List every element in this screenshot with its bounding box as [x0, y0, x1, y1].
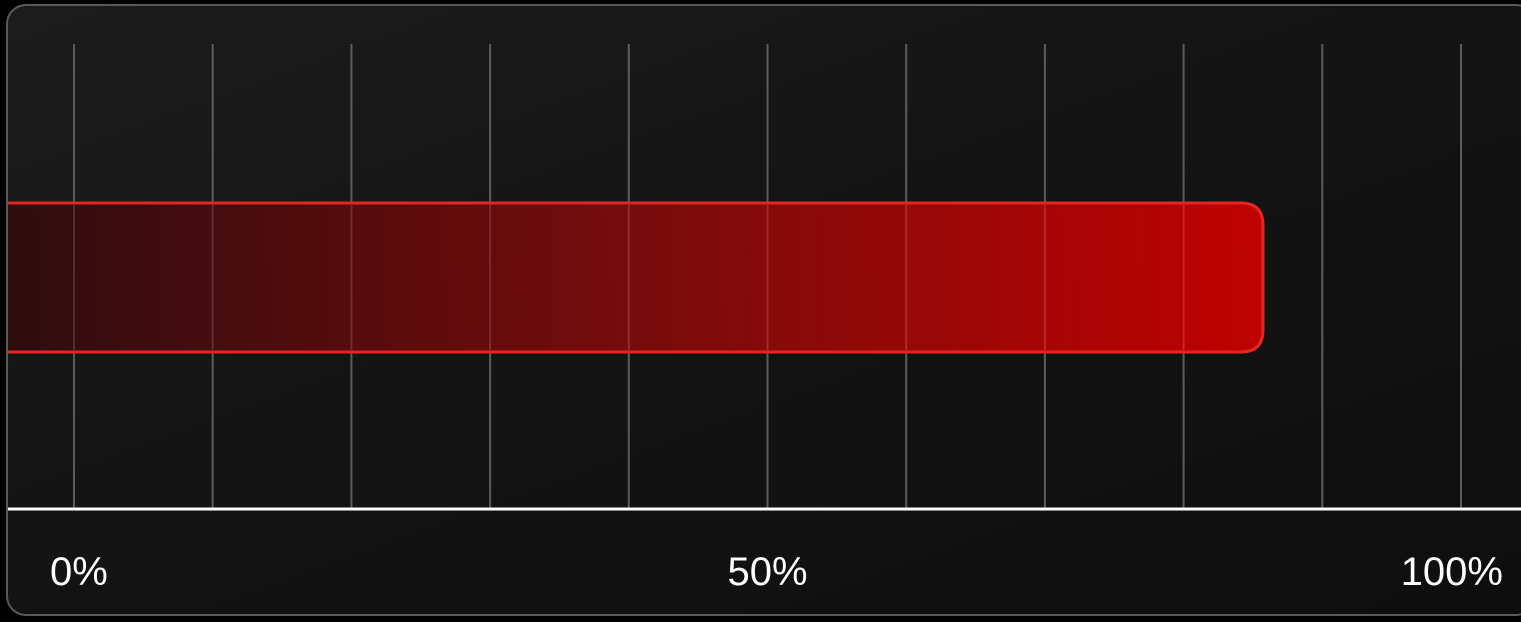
tick-labels: 0% 50% 100%: [50, 550, 1503, 594]
x-tick-label-100: 100%: [1401, 550, 1503, 594]
bars: [8, 201, 1265, 354]
x-tick-label-50: 50%: [727, 550, 807, 594]
bar-0: [8, 201, 1265, 354]
x-tick-label-0: 0%: [50, 550, 108, 594]
